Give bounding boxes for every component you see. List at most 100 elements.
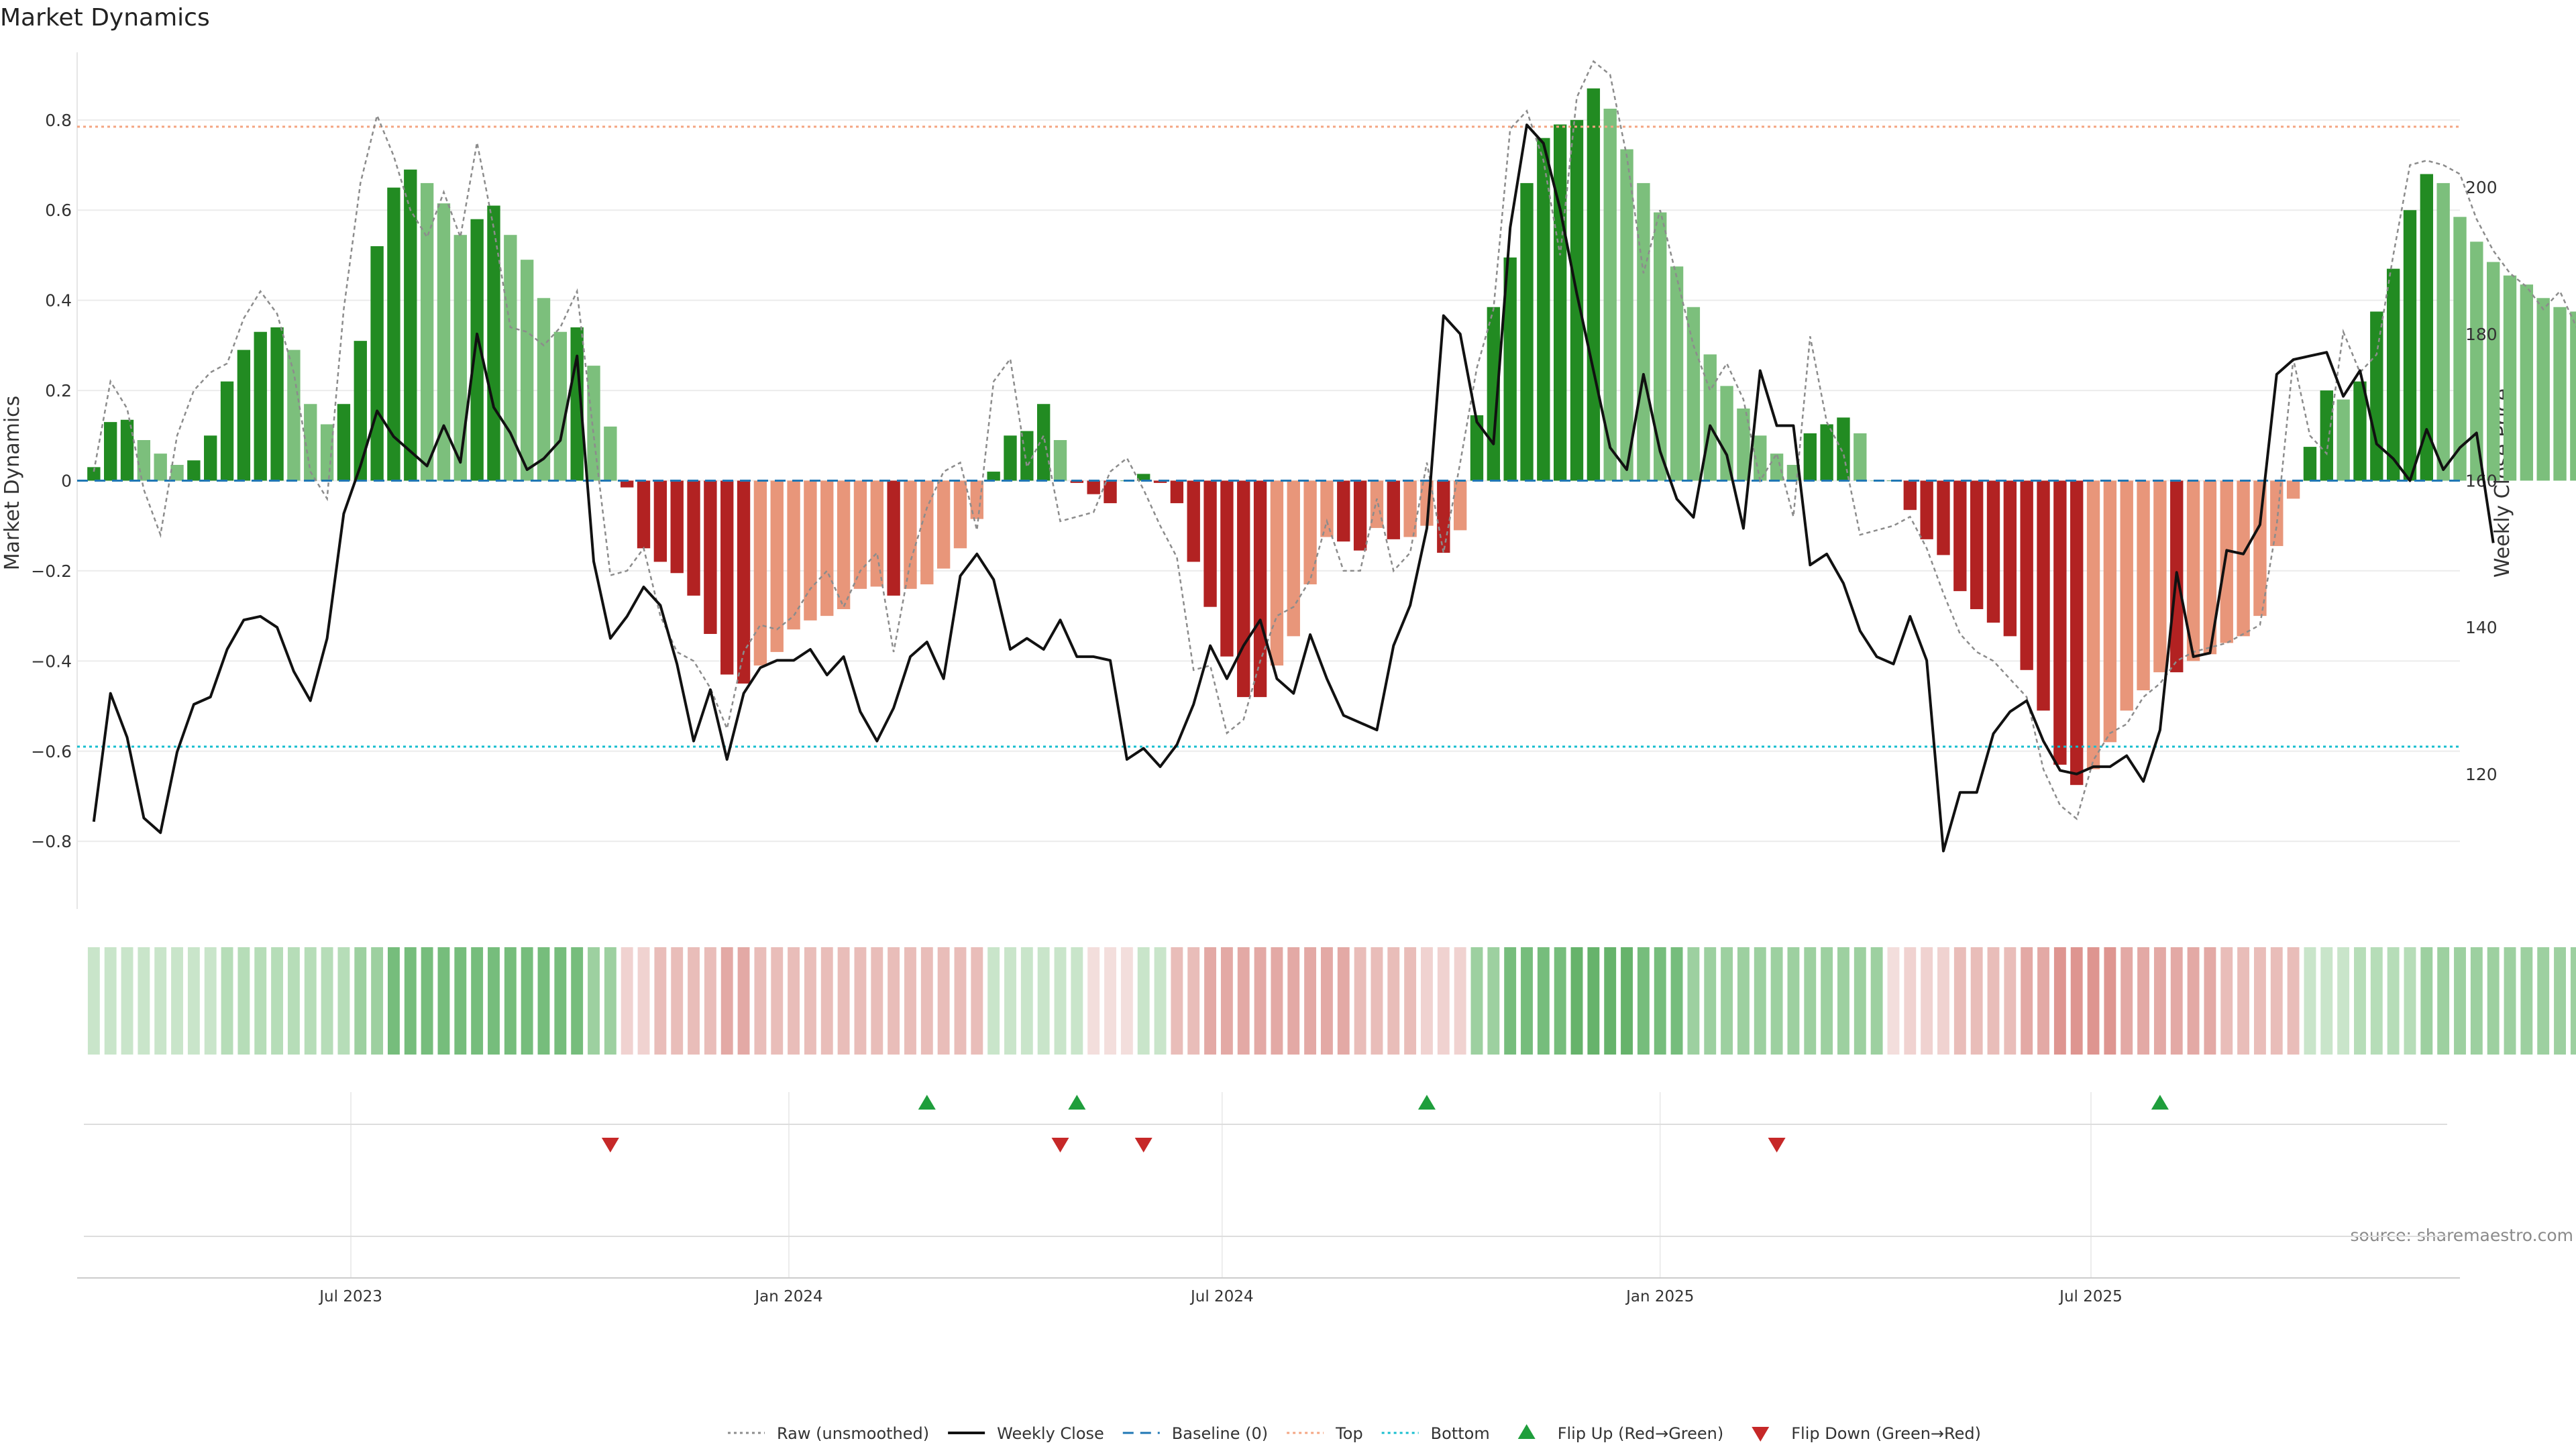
legend: Raw (unsmoothed) Weekly Close Baseline (0)… (728, 1424, 1981, 1443)
strip-cell (588, 947, 600, 1055)
strip-cell (1421, 947, 1433, 1055)
strip-cell (854, 947, 867, 1055)
strip-cell (1837, 947, 1849, 1055)
strip-cell (2354, 947, 2366, 1055)
flip-up-marker (918, 1095, 936, 1110)
dynamics-bar (404, 169, 417, 481)
dynamics-bar (1520, 182, 1534, 481)
x-tick-label: Jul 2023 (318, 1288, 382, 1305)
flip-up-marker (2151, 1095, 2169, 1110)
dynamics-bar (870, 480, 883, 587)
dynamics-bars (87, 88, 2576, 786)
dynamics-bar (1303, 480, 1317, 585)
dynamics-bar (2453, 217, 2467, 481)
strip-cell (388, 947, 400, 1055)
dynamics-bar (687, 480, 700, 596)
dynamics-bar (970, 480, 984, 519)
strip-cell (2404, 947, 2416, 1055)
dynamics-bar (1170, 480, 1184, 504)
strip-cell (337, 947, 350, 1055)
strip-cell (820, 947, 833, 1055)
x-tick-label: Jan 2025 (1625, 1288, 1694, 1305)
dynamics-bar (487, 205, 500, 481)
strip-cell (604, 947, 616, 1055)
dynamics-bar (1487, 307, 1501, 481)
strip-cell (2570, 947, 2576, 1055)
series-lines (92, 60, 2576, 853)
strip-cell (1937, 947, 1949, 1055)
strip-cell (1770, 947, 1783, 1055)
dynamics-bar (1203, 480, 1217, 607)
dynamics-bar (1137, 474, 1150, 481)
dynamics-bar (920, 480, 934, 585)
legend-item: Weekly Close (948, 1424, 1104, 1443)
dynamics-bar (1737, 408, 1750, 481)
legend-item: Flip Up (Red→Green) (1517, 1424, 1723, 1443)
legend-marker-flip-up (1517, 1424, 1536, 1439)
strip-cell (1154, 947, 1167, 1055)
dynamics-bar (1070, 480, 1084, 483)
strip-cell (2520, 947, 2533, 1055)
strip-cell (171, 947, 183, 1055)
strip-cell (937, 947, 950, 1055)
dynamics-bar (904, 480, 917, 589)
dynamics-bar (2020, 480, 2033, 670)
strip-cell (2320, 947, 2333, 1055)
y-tick-label: 0.8 (45, 111, 72, 130)
dynamics-bar (2370, 311, 2383, 481)
y2-tick-label: 140 (2465, 618, 2498, 637)
dynamics-bar (1353, 480, 1367, 551)
strip-cell (537, 947, 550, 1055)
dynamics-bar (1686, 307, 1701, 481)
legend-item: Top (1287, 1424, 1363, 1443)
strip-cell (1220, 947, 1233, 1055)
strip-cell (720, 947, 733, 1055)
dynamics-bar (2486, 262, 2500, 481)
strip-cell (837, 947, 850, 1055)
x-tick-label: Jul 2024 (1189, 1288, 1254, 1305)
strip-cell (2220, 947, 2233, 1055)
dynamics-bar (270, 327, 284, 481)
dynamics-bar (2420, 174, 2434, 481)
flip-up-marker (1068, 1095, 1086, 1110)
strip-cell (2370, 947, 2383, 1055)
strip-cell (1804, 947, 1817, 1055)
y-axis-ticks: −0.8 −0.6 −0.4 −0.2 0 0.2 0.4 0.6 0.8 (31, 111, 72, 851)
y2-tick-label: 120 (2465, 765, 2498, 784)
strip-cell (2470, 947, 2483, 1055)
x-tick-label: Jan 2024 (753, 1288, 822, 1305)
legend-item: Flip Down (Green→Red) (1752, 1424, 1981, 1443)
dynamics-bar (220, 381, 234, 481)
strip-cell (987, 947, 1000, 1055)
strip-cell (571, 947, 584, 1055)
dynamics-bar (753, 480, 767, 666)
strip-cell (771, 947, 784, 1055)
strip-cell (504, 947, 517, 1055)
dynamics-bar (787, 480, 800, 630)
strip-cell (1304, 947, 1317, 1055)
strip-cell (2004, 947, 2017, 1055)
strip-cell (1787, 947, 1800, 1055)
dynamics-bar (2053, 480, 2067, 765)
strip-cell (2153, 947, 2166, 1055)
y-tick-label: −0.4 (31, 651, 72, 671)
y-tick-label: −0.6 (31, 742, 72, 761)
dynamics-bar (2037, 480, 2050, 711)
dynamics-bar (853, 480, 867, 589)
dynamics-bar (420, 182, 434, 481)
dynamics-bar (1820, 424, 1833, 481)
dynamics-bar (1287, 480, 1300, 637)
strip-cell (2170, 947, 2183, 1055)
dynamics-bar (1637, 182, 1650, 481)
dynamics-bar (1920, 480, 1933, 539)
dynamics-bar (387, 187, 400, 481)
strip-cell (954, 947, 967, 1055)
strip-cell (2537, 947, 2550, 1055)
dynamics-bar (1403, 480, 1417, 537)
strip-cell (654, 947, 667, 1055)
dynamics-bar (1986, 480, 2000, 623)
reference-lines (77, 125, 2460, 748)
raw-series-line (93, 60, 2576, 820)
strip-cell (121, 947, 133, 1055)
strip-cell (1487, 947, 1500, 1055)
